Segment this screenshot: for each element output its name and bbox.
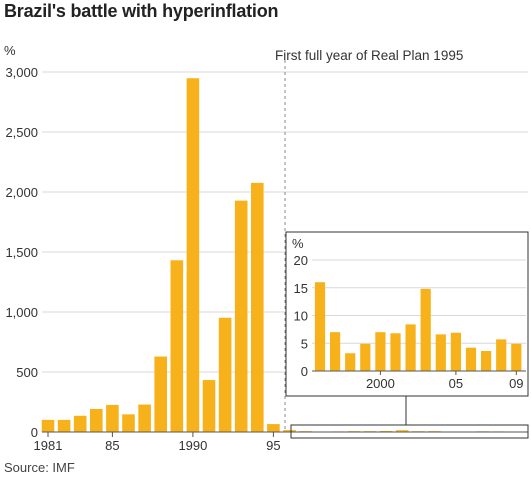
main-bars bbox=[41, 78, 506, 433]
inset-bar bbox=[330, 332, 341, 371]
main-y-tick-label: 1,000 bbox=[5, 305, 38, 320]
main-bar bbox=[379, 430, 393, 432]
main-bar bbox=[41, 419, 55, 432]
main-bar bbox=[138, 404, 151, 432]
main-bar bbox=[57, 419, 71, 432]
inset-bar bbox=[405, 324, 416, 371]
inset-bar bbox=[511, 343, 522, 371]
inset-bar bbox=[450, 332, 461, 371]
main-y-tick-label: 1,500 bbox=[5, 245, 38, 260]
inset-x-tick-label: 09 bbox=[509, 376, 523, 391]
inset-x-tick-label: 05 bbox=[449, 376, 463, 391]
main-x-tick-label: 1990 bbox=[178, 438, 207, 453]
main-bar bbox=[283, 430, 296, 432]
inset-bar bbox=[496, 339, 507, 371]
main-x-tick-label: 85 bbox=[105, 438, 119, 453]
chart-title: Brazil's battle with hyperinflation bbox=[4, 1, 279, 21]
main-x-tick-labels: 1981 85 1990 95 bbox=[34, 432, 281, 453]
main-bar bbox=[122, 414, 135, 432]
inset-bar bbox=[345, 353, 356, 371]
inset-bar bbox=[314, 282, 326, 371]
main-bar bbox=[234, 200, 248, 432]
inset-x-tick-labels: 9620000509 bbox=[366, 371, 524, 391]
real-plan-annotation: First full year of Real Plan 1995 bbox=[275, 48, 463, 63]
inset-bar bbox=[420, 288, 431, 371]
inset-y-tick-label: 5 bbox=[301, 336, 308, 351]
inset-bar bbox=[375, 332, 386, 371]
main-bar bbox=[267, 424, 280, 432]
main-y-tick-label: 0 bbox=[31, 425, 38, 440]
main-y-unit-label: % bbox=[4, 43, 16, 58]
main-bar bbox=[202, 380, 216, 432]
inset-bar bbox=[390, 333, 401, 371]
main-y-tick-labels: 0 500 1,000 1,500 2,000 2,500 3,000 bbox=[5, 65, 38, 440]
inset-y-tick-label: 20 bbox=[294, 253, 308, 268]
main-bar bbox=[251, 182, 264, 432]
inset-y-tick-label: 10 bbox=[294, 309, 308, 324]
inset-y-tick-labels: 0 5 10 15 20 bbox=[294, 253, 308, 379]
source-note: Source: IMF bbox=[4, 460, 75, 475]
main-bar bbox=[73, 415, 87, 432]
main-bar bbox=[90, 408, 103, 432]
inset-y-tick-label: 0 bbox=[301, 364, 308, 379]
main-bar bbox=[186, 78, 200, 433]
zoom-range-box bbox=[290, 424, 529, 439]
inset-y-unit-label: % bbox=[292, 236, 304, 251]
main-x-tick-label: 95 bbox=[266, 438, 280, 453]
main-bar bbox=[218, 317, 232, 432]
main-bar bbox=[395, 430, 409, 432]
main-bar bbox=[170, 260, 184, 432]
main-bar bbox=[154, 356, 167, 432]
inset-x-tick-label: 2000 bbox=[366, 376, 395, 391]
main-y-tick-label: 2,500 bbox=[5, 125, 38, 140]
inset-bars bbox=[314, 282, 522, 371]
main-y-tick-label: 3,000 bbox=[5, 65, 38, 80]
inset-grid bbox=[312, 259, 526, 344]
inset-bar bbox=[481, 351, 492, 371]
main-y-tick-label: 2,000 bbox=[5, 185, 38, 200]
inset-y-tick-label: 15 bbox=[294, 281, 308, 296]
main-bar bbox=[106, 404, 119, 432]
main-x-tick-label: 1981 bbox=[34, 438, 63, 453]
inset-bar bbox=[435, 334, 446, 371]
inset-bar bbox=[360, 343, 371, 371]
inset-bar bbox=[465, 347, 477, 371]
main-y-tick-label: 500 bbox=[16, 365, 38, 380]
